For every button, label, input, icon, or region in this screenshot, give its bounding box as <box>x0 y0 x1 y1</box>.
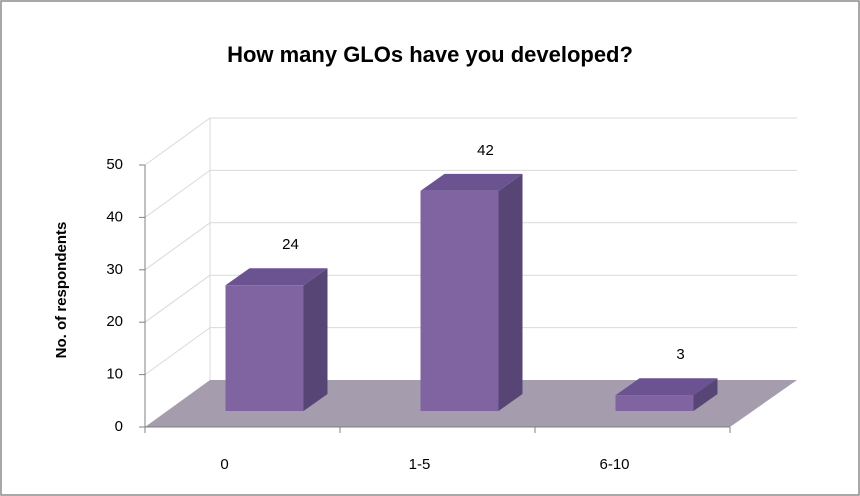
side-grid-line <box>144 169 211 218</box>
x-tick-label: 1-5 <box>409 456 431 473</box>
data-label: 24 <box>282 236 299 253</box>
bar-top <box>615 378 718 396</box>
y-tick-label: 30 <box>106 261 123 278</box>
bar-side <box>693 378 718 411</box>
side-grid-line <box>144 222 211 271</box>
bar <box>420 190 499 411</box>
data-label: 3 <box>676 346 684 363</box>
y-tick-label: 20 <box>106 313 123 330</box>
side-grid-line <box>144 327 211 376</box>
y-tick-label: 40 <box>106 208 123 225</box>
side-grid-line <box>144 117 211 166</box>
chart-title: How many GLOs have you developed? <box>227 42 633 67</box>
data-label: 42 <box>477 142 494 159</box>
bar <box>615 395 694 411</box>
bar <box>225 285 304 411</box>
side-grid-line <box>144 274 211 323</box>
y-tick-label: 50 <box>106 156 123 173</box>
y-tick-label: 10 <box>106 366 123 383</box>
x-tick-label: 6-10 <box>599 456 629 473</box>
y-axis-label: No. of respondents <box>53 222 70 359</box>
bar-top <box>225 268 328 286</box>
x-tick-label: 0 <box>220 456 228 473</box>
bar-side <box>498 173 523 411</box>
bar-side <box>303 268 328 411</box>
bar-top <box>420 173 523 191</box>
y-tick-label: 0 <box>115 418 123 435</box>
